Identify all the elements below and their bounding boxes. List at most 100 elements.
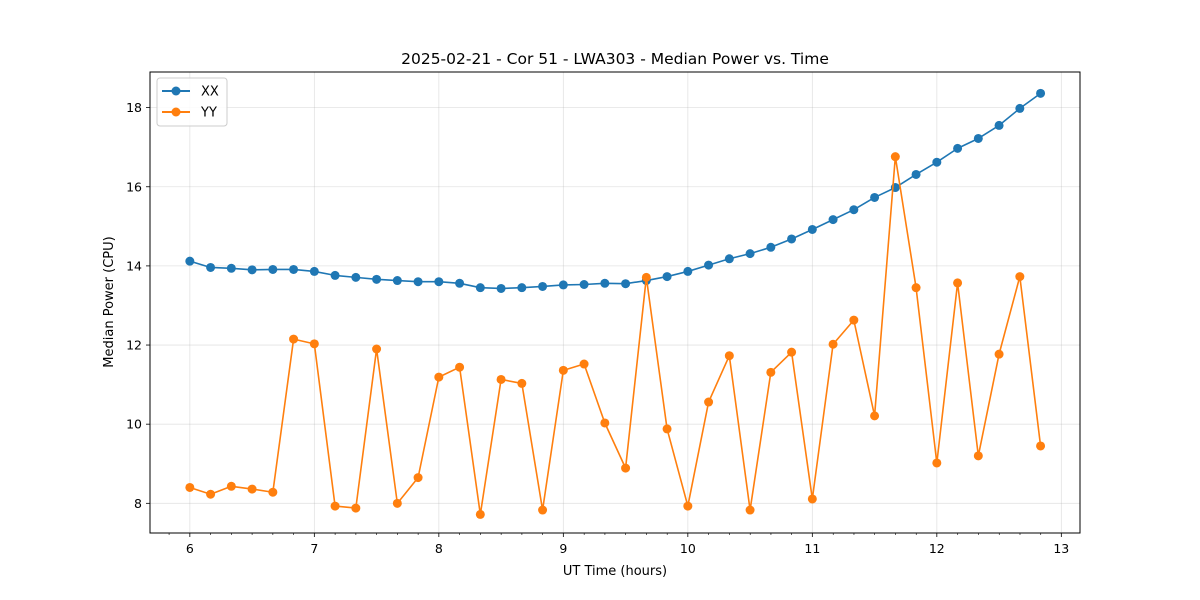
data-point-yy	[538, 505, 548, 515]
data-point-yy	[662, 424, 672, 434]
y-axis-label: Median Power (CPU)	[102, 236, 117, 367]
data-point-yy	[787, 347, 797, 357]
x-tick-label: 13	[1053, 541, 1069, 556]
data-point-yy	[911, 283, 921, 293]
data-point-yy	[953, 278, 963, 288]
data-point-xx	[517, 283, 527, 293]
data-point-xx	[953, 143, 963, 153]
legend-marker-yy	[171, 107, 181, 117]
y-tick-label: 14	[126, 258, 142, 273]
data-point-xx	[704, 260, 714, 270]
axis-ticks: 6 7 8 9 10 11 12 13 8 10 12 14 16 18	[126, 100, 1069, 556]
x-tick-label: 10	[680, 541, 696, 556]
legend-label-xx: XX	[201, 85, 219, 100]
data-point-xx	[185, 256, 195, 266]
data-point-xx	[932, 157, 942, 167]
data-point-yy	[994, 349, 1004, 359]
data-point-xx	[392, 276, 402, 286]
data-point-yy	[226, 481, 236, 491]
data-point-xx	[870, 192, 880, 202]
data-point-yy	[683, 501, 693, 511]
data-point-yy	[475, 509, 485, 519]
legend-label-yy: YY	[200, 106, 217, 121]
data-point-yy	[704, 397, 714, 407]
data-point-yy	[413, 473, 423, 483]
data-point-xx	[766, 242, 776, 252]
data-point-xx	[226, 263, 236, 273]
x-tick-label: 11	[804, 541, 820, 556]
data-point-yy	[1036, 441, 1046, 451]
series-layer	[185, 88, 1046, 519]
data-point-xx	[475, 283, 485, 293]
data-point-xx	[662, 272, 672, 282]
plot-frame	[149, 71, 1081, 534]
data-point-yy	[724, 351, 734, 361]
data-point-yy	[558, 365, 568, 375]
data-point-xx	[1015, 103, 1025, 113]
y-tick-label: 12	[126, 338, 142, 353]
data-point-yy	[973, 451, 983, 461]
data-point-xx	[1036, 88, 1046, 98]
x-axis-label: UT Time (hours)	[563, 564, 667, 579]
grid-lines	[150, 72, 1080, 533]
data-point-xx	[496, 283, 506, 293]
y-tick-label: 10	[126, 417, 142, 432]
data-point-yy	[330, 501, 340, 511]
data-point-yy	[766, 367, 776, 377]
data-point-yy	[206, 489, 216, 499]
data-point-xx	[994, 120, 1004, 130]
data-point-xx	[455, 278, 465, 288]
data-point-yy	[600, 418, 610, 428]
x-tick-label: 9	[559, 541, 567, 556]
data-point-yy	[372, 344, 382, 354]
y-tick-label: 8	[134, 496, 142, 511]
data-point-xx	[828, 215, 838, 225]
data-point-yy	[247, 484, 257, 494]
data-point-yy	[579, 359, 589, 369]
data-point-xx	[558, 280, 568, 290]
data-point-xx	[807, 224, 817, 234]
chart-title: 2025-02-21 - Cor 51 - LWA303 - Median Po…	[401, 50, 829, 68]
legend-entry-xx: XX	[162, 85, 219, 100]
data-point-xx	[351, 272, 361, 282]
data-point-yy	[890, 152, 900, 162]
data-point-xx	[206, 262, 216, 272]
y-tick-label: 16	[126, 179, 142, 194]
data-point-yy	[434, 372, 444, 382]
series-yy	[185, 152, 1046, 519]
x-tick-label: 7	[310, 541, 318, 556]
data-point-yy	[1015, 272, 1025, 282]
data-point-xx	[600, 278, 610, 288]
data-point-xx	[289, 264, 299, 274]
data-point-xx	[268, 264, 278, 274]
data-point-yy	[828, 339, 838, 349]
data-point-yy	[745, 505, 755, 515]
data-point-xx	[330, 270, 340, 280]
data-point-xx	[247, 265, 257, 275]
data-point-yy	[807, 494, 817, 504]
legend-entry-yy: YY	[162, 106, 217, 121]
data-point-yy	[621, 463, 631, 473]
data-point-xx	[579, 279, 589, 289]
data-point-xx	[413, 277, 423, 287]
data-point-yy	[641, 272, 651, 282]
data-point-yy	[932, 458, 942, 468]
data-point-yy	[351, 503, 361, 513]
data-point-yy	[289, 334, 299, 344]
data-point-xx	[683, 266, 693, 276]
data-point-yy	[849, 315, 859, 325]
data-point-xx	[434, 277, 444, 287]
legend-marker-xx	[171, 86, 181, 96]
data-point-xx	[849, 205, 859, 215]
data-point-xx	[724, 254, 734, 264]
series-xx	[185, 88, 1046, 293]
data-point-xx	[787, 234, 797, 244]
data-point-yy	[496, 374, 506, 384]
data-point-yy	[870, 411, 880, 421]
data-point-xx	[372, 274, 382, 284]
data-point-xx	[745, 249, 755, 259]
data-point-xx	[911, 169, 921, 179]
legend: XX YY	[156, 77, 228, 127]
x-tick-label: 8	[435, 541, 443, 556]
